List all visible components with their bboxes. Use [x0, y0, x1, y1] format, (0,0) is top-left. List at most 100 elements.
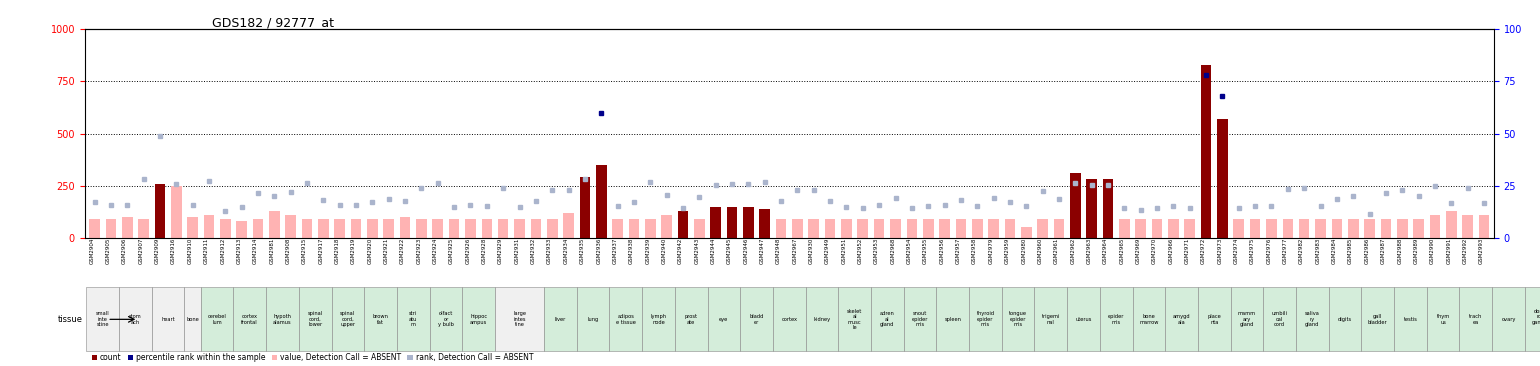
FancyBboxPatch shape [200, 287, 234, 351]
Text: GSM2990: GSM2990 [1431, 238, 1435, 264]
Bar [106, 219, 115, 238]
FancyBboxPatch shape [1035, 287, 1067, 351]
Bar [383, 219, 394, 238]
Text: GSM2935: GSM2935 [581, 238, 585, 264]
Text: GSM2916: GSM2916 [171, 238, 176, 264]
FancyBboxPatch shape [773, 287, 805, 351]
Text: digits: digits [1338, 317, 1352, 322]
Text: heart: heart [162, 317, 176, 322]
Text: GSM2968: GSM2968 [890, 238, 895, 264]
Text: GDS182 / 92777_at: GDS182 / 92777_at [211, 16, 334, 29]
Bar [531, 219, 541, 238]
Bar [497, 219, 508, 238]
FancyBboxPatch shape [1230, 287, 1263, 351]
Text: GSM2904: GSM2904 [89, 238, 94, 264]
Text: trach
ea: trach ea [1469, 314, 1483, 325]
Bar [1167, 219, 1178, 238]
FancyBboxPatch shape [185, 287, 200, 351]
Bar [1429, 215, 1440, 238]
Bar [1283, 219, 1294, 238]
Text: GSM2972: GSM2972 [1201, 238, 1206, 264]
Bar [89, 219, 100, 238]
FancyBboxPatch shape [904, 287, 936, 351]
Text: tongue
epider
mis: tongue epider mis [1009, 311, 1027, 327]
Bar [1152, 219, 1163, 238]
Text: GSM2906: GSM2906 [122, 238, 128, 264]
Text: spinal
cord,
lower: spinal cord, lower [308, 311, 323, 327]
Bar [972, 219, 983, 238]
Bar [1478, 215, 1489, 238]
Text: GSM2944: GSM2944 [710, 238, 716, 264]
Bar [1120, 219, 1130, 238]
FancyBboxPatch shape [707, 287, 741, 351]
Text: adipos
e tissue: adipos e tissue [616, 314, 636, 325]
Text: GSM2926: GSM2926 [465, 238, 471, 264]
Text: GSM2957: GSM2957 [956, 238, 961, 264]
FancyBboxPatch shape [969, 287, 1001, 351]
Text: GSM2993: GSM2993 [1478, 238, 1485, 264]
Text: lung: lung [587, 317, 599, 322]
Text: GSM2915: GSM2915 [302, 238, 306, 264]
Bar [1217, 119, 1227, 238]
FancyBboxPatch shape [86, 287, 119, 351]
Text: GSM2992: GSM2992 [1463, 238, 1468, 264]
Bar [1332, 219, 1343, 238]
Text: GSM2988: GSM2988 [1397, 238, 1403, 264]
FancyBboxPatch shape [152, 287, 185, 351]
Bar [203, 215, 214, 238]
Text: trigemi
nal: trigemi nal [1041, 314, 1060, 325]
Text: GSM2980: GSM2980 [1021, 238, 1026, 264]
FancyBboxPatch shape [1132, 287, 1166, 351]
Text: GSM2940: GSM2940 [662, 238, 667, 264]
Bar [645, 219, 656, 238]
FancyBboxPatch shape [1297, 287, 1329, 351]
Text: GSM2920: GSM2920 [368, 238, 373, 264]
Text: GSM2987: GSM2987 [1381, 238, 1386, 264]
Bar [1234, 219, 1244, 238]
Bar [514, 219, 525, 238]
Bar [1250, 219, 1260, 238]
Text: GSM2932: GSM2932 [531, 238, 536, 264]
Text: GSM2933: GSM2933 [547, 238, 553, 264]
Text: GSM2946: GSM2946 [744, 238, 748, 264]
Bar [220, 219, 231, 238]
FancyBboxPatch shape [1525, 287, 1540, 351]
Text: GSM2925: GSM2925 [450, 238, 454, 264]
Bar [433, 219, 444, 238]
Text: GSM2947: GSM2947 [759, 238, 765, 264]
Text: tissue: tissue [59, 315, 83, 324]
Bar [1070, 173, 1081, 238]
Bar [171, 186, 182, 238]
Bar [1201, 65, 1212, 238]
Bar [890, 219, 901, 238]
Text: GSM2963: GSM2963 [1087, 238, 1092, 264]
Bar [154, 184, 165, 238]
Text: GSM2937: GSM2937 [613, 238, 618, 264]
Bar [547, 219, 557, 238]
Bar [270, 211, 280, 238]
Bar [776, 219, 787, 238]
Text: amygd
ala: amygd ala [1173, 314, 1190, 325]
Bar [792, 219, 802, 238]
FancyBboxPatch shape [578, 287, 610, 351]
FancyBboxPatch shape [494, 287, 544, 351]
Bar [956, 219, 966, 238]
Text: cerebel
lum: cerebel lum [208, 314, 226, 325]
Text: cortex
frontal: cortex frontal [242, 314, 259, 325]
Bar [1086, 179, 1096, 238]
Text: GSM2967: GSM2967 [793, 238, 798, 264]
Text: GSM2965: GSM2965 [1120, 238, 1124, 264]
Text: GSM2931: GSM2931 [514, 238, 519, 264]
FancyBboxPatch shape [462, 287, 494, 351]
FancyBboxPatch shape [1460, 287, 1492, 351]
Text: GSM2919: GSM2919 [351, 238, 356, 264]
Legend: count, percentile rank within the sample, value, Detection Call = ABSENT, rank, : count, percentile rank within the sample… [88, 350, 536, 365]
Text: GSM2953: GSM2953 [875, 238, 879, 264]
Text: GSM2909: GSM2909 [156, 238, 160, 264]
Bar [841, 219, 852, 238]
Text: GSM2981: GSM2981 [270, 238, 274, 264]
Text: GSM2991: GSM2991 [1446, 238, 1451, 264]
Text: cortex: cortex [781, 317, 798, 322]
FancyBboxPatch shape [365, 287, 397, 351]
Bar [1348, 219, 1358, 238]
